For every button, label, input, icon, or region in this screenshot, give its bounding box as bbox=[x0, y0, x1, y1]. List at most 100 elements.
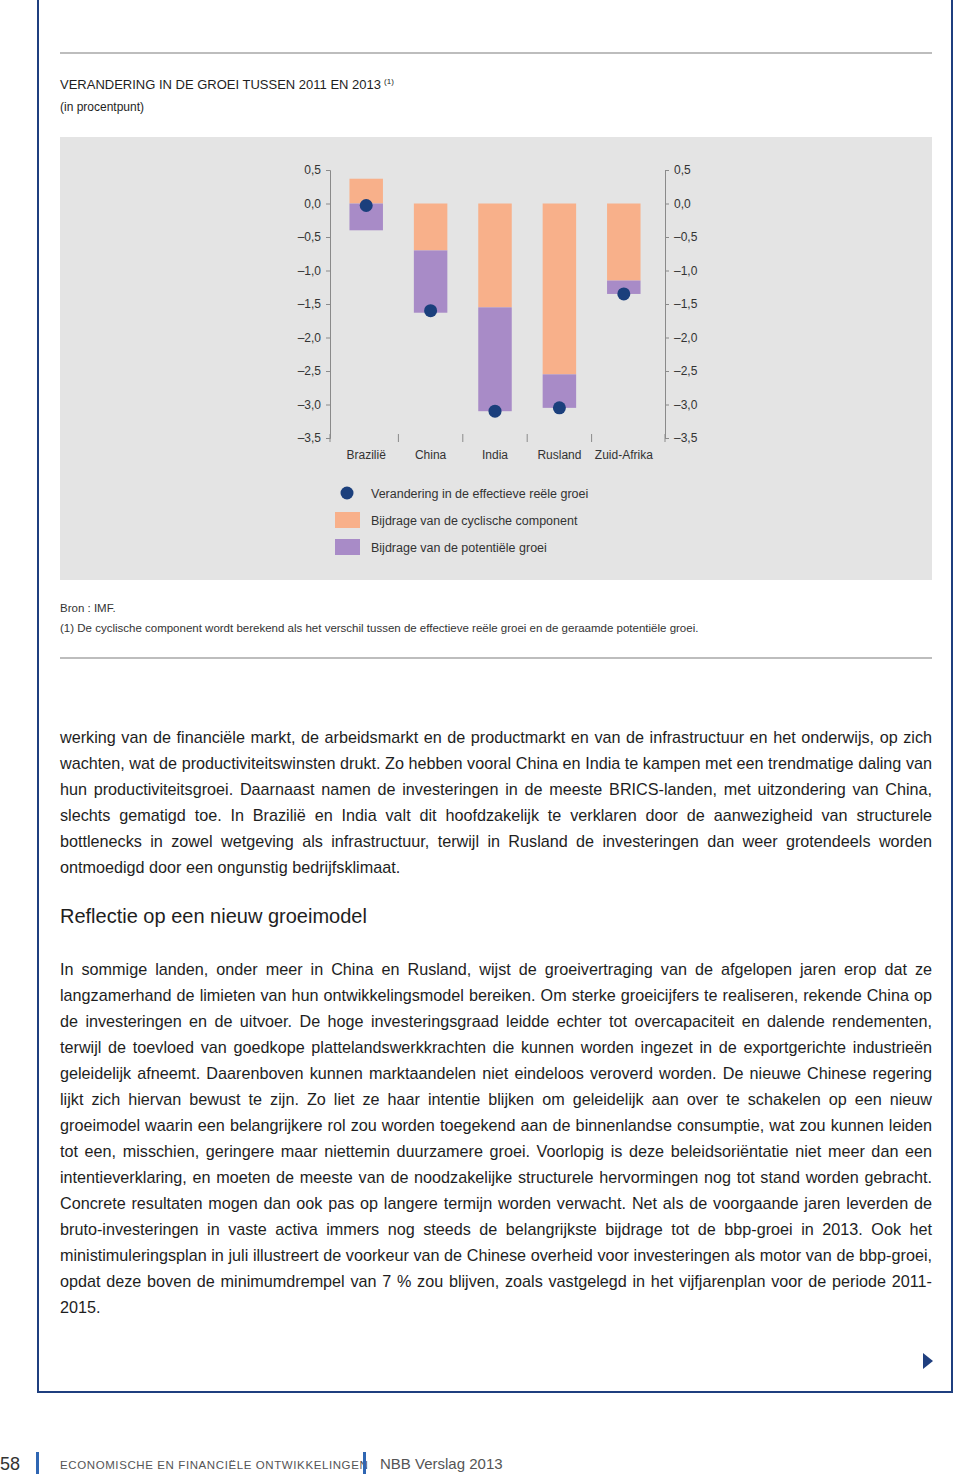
y-tick-mark bbox=[326, 170, 330, 171]
chart-panel bbox=[60, 137, 932, 580]
y-tick: –1,0 bbox=[298, 264, 330, 278]
chart-subtitle: (in procentpunt) bbox=[60, 100, 144, 114]
y-axis: 0,50,0–0,5–1,0–1,5–2,0–2,5–3,0–3,5 bbox=[665, 163, 698, 445]
y-tick-label: 0,5 bbox=[674, 163, 691, 177]
y-tick-label: –2,5 bbox=[298, 364, 322, 378]
category-separator bbox=[462, 434, 463, 442]
y-tick: –1,5 bbox=[298, 297, 330, 311]
title-note: (1) bbox=[384, 77, 394, 86]
y-tick-label: –3,5 bbox=[298, 431, 322, 445]
y-tick-mark bbox=[326, 304, 330, 305]
y-tick-label: –1,0 bbox=[298, 264, 322, 278]
legend-label: Bijdrage van de cyclische component bbox=[371, 514, 578, 528]
y-tick-label: –0,5 bbox=[674, 230, 698, 244]
category-separator bbox=[527, 434, 528, 442]
bar bbox=[543, 204, 576, 375]
point bbox=[553, 401, 566, 414]
y-tick-mark bbox=[326, 204, 330, 205]
paragraph: In sommige landen, onder meer in China e… bbox=[60, 956, 932, 1320]
y-tick-mark bbox=[665, 438, 669, 439]
y-axis: 0,5 0,0 –0,5 –1,0 –1,5 –2,0 –2,5 –3,0 –3,5 bbox=[298, 163, 331, 445]
legend-swatch bbox=[335, 512, 360, 528]
y-tick-label: 0,5 bbox=[304, 163, 321, 177]
category-separator bbox=[591, 434, 592, 442]
rule-chart-bottom bbox=[60, 657, 932, 659]
point bbox=[424, 304, 437, 317]
y-tick-label: –2,0 bbox=[298, 331, 322, 345]
y-tick: –3,0 bbox=[665, 398, 698, 412]
page-number: 58 bbox=[0, 1452, 30, 1475]
legend-marker bbox=[341, 487, 354, 500]
y-tick-mark bbox=[326, 371, 330, 372]
y-tick-mark bbox=[665, 170, 669, 171]
y-tick-mark bbox=[665, 371, 669, 372]
y-tick-label: 0,0 bbox=[674, 197, 691, 211]
y-axis-line bbox=[666, 171, 670, 439]
y-tick-label: –3,0 bbox=[298, 398, 322, 412]
y-tick: –1,0 bbox=[665, 264, 698, 278]
x-tick: India bbox=[482, 438, 508, 462]
y-tick-label: –2,0 bbox=[674, 331, 698, 345]
x-tick: Brazilië bbox=[347, 438, 387, 462]
x-tick: Rusland bbox=[537, 438, 581, 462]
y-tick-mark bbox=[665, 338, 669, 339]
y-tick-mark bbox=[326, 438, 330, 439]
legend: Verandering in de effectieve reële groei… bbox=[335, 487, 588, 556]
chart: VERANDERING IN DE GROEI TUSSEN 2011 EN 2… bbox=[0, 0, 960, 660]
y-tick-mark bbox=[326, 338, 330, 339]
y-tick-mark bbox=[665, 271, 669, 272]
continue-arrow bbox=[922, 1352, 934, 1370]
y-tick: –2,0 bbox=[665, 331, 698, 345]
y-axis-line bbox=[326, 171, 331, 439]
y-tick-label: –3,0 bbox=[674, 398, 698, 412]
y-tick: –3,5 bbox=[665, 431, 698, 445]
category-separator bbox=[330, 434, 331, 442]
bar bbox=[414, 250, 447, 312]
point bbox=[489, 405, 502, 418]
category-separator bbox=[398, 434, 399, 442]
frame-bottom bbox=[37, 1391, 953, 1393]
plot-marks bbox=[349, 179, 640, 418]
y-tick: –0,5 bbox=[298, 230, 330, 244]
category-separator bbox=[665, 434, 666, 442]
y-tick: 0,0 bbox=[304, 197, 330, 211]
frame-right bbox=[951, 0, 953, 1393]
frame-left bbox=[37, 0, 39, 1393]
y-tick-mark bbox=[326, 405, 330, 406]
y-tick: 0,0 bbox=[665, 197, 691, 211]
legend-swatch bbox=[335, 539, 360, 555]
x-tick: China bbox=[415, 438, 447, 462]
x-tick-label: China bbox=[415, 448, 447, 462]
footnote: (1) De cyclische component wordt bereken… bbox=[60, 622, 698, 634]
y-tick: 0,5 bbox=[304, 163, 330, 177]
chart-title-text: VERANDERING IN DE GROEI TUSSEN 2011 EN 2… bbox=[60, 77, 381, 92]
y-tick-label: –3,5 bbox=[674, 431, 698, 445]
y-tick-label: –1,0 bbox=[674, 264, 698, 278]
x-axis: BraziliëChinaIndiaRuslandZuid-Afrika bbox=[335, 438, 657, 462]
y-tick: –3,5 bbox=[298, 431, 330, 445]
source: Bron : IMF. bbox=[60, 602, 116, 614]
point bbox=[360, 199, 373, 212]
footer-bar bbox=[36, 1452, 39, 1474]
y-tick-mark bbox=[326, 271, 330, 272]
bar bbox=[414, 204, 447, 251]
y-tick-mark bbox=[665, 237, 669, 238]
y-tick: –1,5 bbox=[665, 297, 698, 311]
heading: Reflectie op een nieuw groeimodel bbox=[60, 902, 932, 930]
x-tick-label: India bbox=[482, 448, 508, 462]
bar bbox=[607, 204, 640, 281]
y-tick-label: –1,5 bbox=[674, 297, 698, 311]
y-tick: –3,0 bbox=[298, 398, 330, 412]
y-tick-label: –0,5 bbox=[298, 230, 322, 244]
x-tick-label: Rusland bbox=[537, 448, 581, 462]
legend-label: Bijdrage van de potentiële groei bbox=[371, 541, 547, 555]
point bbox=[617, 287, 630, 300]
x-axis-line bbox=[335, 438, 657, 439]
y-tick-label: –1,5 bbox=[298, 297, 322, 311]
y-tick-mark bbox=[326, 237, 330, 238]
footer-bar bbox=[363, 1452, 366, 1474]
footer-title: NBB Verslag 2013 bbox=[380, 1454, 580, 1474]
paragraph: werking van de financiële markt, de arbe… bbox=[60, 724, 932, 880]
bar bbox=[478, 204, 511, 308]
y-tick-mark bbox=[665, 405, 669, 406]
